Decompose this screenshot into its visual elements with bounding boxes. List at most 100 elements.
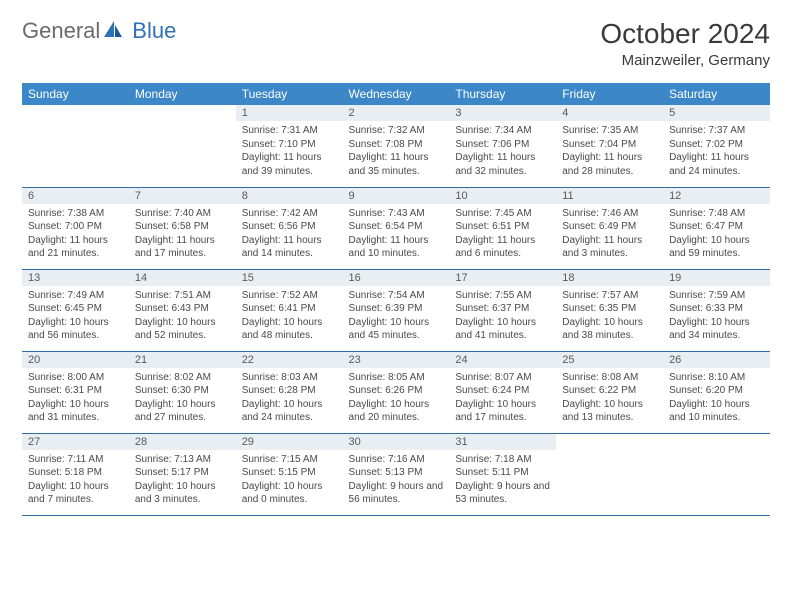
daylight-text: Daylight: 10 hours and 52 minutes. — [135, 316, 230, 343]
sunset-text: Sunset: 5:17 PM — [135, 466, 230, 480]
day-content: Sunrise: 7:31 AMSunset: 7:10 PMDaylight:… — [236, 121, 343, 182]
location: Mainzweiler, Germany — [600, 52, 770, 69]
day-content: Sunrise: 7:45 AMSunset: 6:51 PMDaylight:… — [449, 204, 556, 265]
sunrise-text: Sunrise: 7:51 AM — [135, 289, 230, 303]
daylight-text: Daylight: 10 hours and 31 minutes. — [28, 398, 123, 425]
daylight-text: Daylight: 10 hours and 59 minutes. — [669, 234, 764, 261]
day-content: Sunrise: 7:38 AMSunset: 7:00 PMDaylight:… — [22, 204, 129, 265]
daylight-text: Daylight: 11 hours and 10 minutes. — [349, 234, 444, 261]
calendar-day-cell: 29Sunrise: 7:15 AMSunset: 5:15 PMDayligh… — [236, 433, 343, 515]
calendar-day-cell: 6Sunrise: 7:38 AMSunset: 7:00 PMDaylight… — [22, 187, 129, 269]
daylight-text: Daylight: 10 hours and 20 minutes. — [349, 398, 444, 425]
calendar-day-cell: 20Sunrise: 8:00 AMSunset: 6:31 PMDayligh… — [22, 351, 129, 433]
day-number: 30 — [343, 434, 450, 450]
sunset-text: Sunset: 6:26 PM — [349, 384, 444, 398]
calendar-day-cell: 7Sunrise: 7:40 AMSunset: 6:58 PMDaylight… — [129, 187, 236, 269]
calendar-day-cell: 30Sunrise: 7:16 AMSunset: 5:13 PMDayligh… — [343, 433, 450, 515]
sunset-text: Sunset: 7:02 PM — [669, 138, 764, 152]
day-number: 17 — [449, 270, 556, 286]
day-content: Sunrise: 7:46 AMSunset: 6:49 PMDaylight:… — [556, 204, 663, 265]
sunset-text: Sunset: 6:35 PM — [562, 302, 657, 316]
sunset-text: Sunset: 6:45 PM — [28, 302, 123, 316]
day-number: 29 — [236, 434, 343, 450]
day-content: Sunrise: 8:07 AMSunset: 6:24 PMDaylight:… — [449, 368, 556, 429]
day-content: Sunrise: 7:43 AMSunset: 6:54 PMDaylight:… — [343, 204, 450, 265]
sunset-text: Sunset: 6:24 PM — [455, 384, 550, 398]
day-number: 20 — [22, 352, 129, 368]
daylight-text: Daylight: 10 hours and 34 minutes. — [669, 316, 764, 343]
weekday-header: Sunday — [22, 83, 129, 105]
logo: General Blue — [22, 18, 176, 44]
calendar-day-cell: 24Sunrise: 8:07 AMSunset: 6:24 PMDayligh… — [449, 351, 556, 433]
sunset-text: Sunset: 7:10 PM — [242, 138, 337, 152]
day-number: 10 — [449, 188, 556, 204]
daylight-text: Daylight: 9 hours and 53 minutes. — [455, 480, 550, 507]
calendar-table: SundayMondayTuesdayWednesdayThursdayFrid… — [22, 83, 770, 516]
sunrise-text: Sunrise: 7:48 AM — [669, 207, 764, 221]
calendar-day-cell: 31Sunrise: 7:18 AMSunset: 5:11 PMDayligh… — [449, 433, 556, 515]
sunrise-text: Sunrise: 7:54 AM — [349, 289, 444, 303]
day-content: Sunrise: 8:10 AMSunset: 6:20 PMDaylight:… — [663, 368, 770, 429]
logo-text-blue: Blue — [132, 18, 176, 44]
calendar-day-cell: 13Sunrise: 7:49 AMSunset: 6:45 PMDayligh… — [22, 269, 129, 351]
daylight-text: Daylight: 10 hours and 24 minutes. — [242, 398, 337, 425]
day-content: Sunrise: 7:13 AMSunset: 5:17 PMDaylight:… — [129, 450, 236, 511]
sunrise-text: Sunrise: 7:11 AM — [28, 453, 123, 467]
sunset-text: Sunset: 5:15 PM — [242, 466, 337, 480]
calendar-day-cell: 26Sunrise: 8:10 AMSunset: 6:20 PMDayligh… — [663, 351, 770, 433]
sunrise-text: Sunrise: 7:42 AM — [242, 207, 337, 221]
day-content: Sunrise: 7:49 AMSunset: 6:45 PMDaylight:… — [22, 286, 129, 347]
day-number: 19 — [663, 270, 770, 286]
daylight-text: Daylight: 10 hours and 45 minutes. — [349, 316, 444, 343]
sunset-text: Sunset: 6:30 PM — [135, 384, 230, 398]
day-content: Sunrise: 7:35 AMSunset: 7:04 PMDaylight:… — [556, 121, 663, 182]
sunrise-text: Sunrise: 8:03 AM — [242, 371, 337, 385]
day-content: Sunrise: 7:18 AMSunset: 5:11 PMDaylight:… — [449, 450, 556, 511]
daylight-text: Daylight: 10 hours and 27 minutes. — [135, 398, 230, 425]
sunset-text: Sunset: 6:49 PM — [562, 220, 657, 234]
logo-text-general: General — [22, 18, 100, 44]
sunset-text: Sunset: 6:56 PM — [242, 220, 337, 234]
day-content: Sunrise: 8:02 AMSunset: 6:30 PMDaylight:… — [129, 368, 236, 429]
sunrise-text: Sunrise: 7:45 AM — [455, 207, 550, 221]
calendar-day-cell: 12Sunrise: 7:48 AMSunset: 6:47 PMDayligh… — [663, 187, 770, 269]
calendar-day-cell — [129, 105, 236, 187]
calendar-day-cell: 8Sunrise: 7:42 AMSunset: 6:56 PMDaylight… — [236, 187, 343, 269]
sunset-text: Sunset: 7:04 PM — [562, 138, 657, 152]
day-number: 11 — [556, 188, 663, 204]
daylight-text: Daylight: 11 hours and 21 minutes. — [28, 234, 123, 261]
sunset-text: Sunset: 6:54 PM — [349, 220, 444, 234]
sunset-text: Sunset: 7:08 PM — [349, 138, 444, 152]
calendar-day-cell — [22, 105, 129, 187]
calendar-week-row: 1Sunrise: 7:31 AMSunset: 7:10 PMDaylight… — [22, 105, 770, 187]
sunrise-text: Sunrise: 7:15 AM — [242, 453, 337, 467]
calendar-day-cell: 18Sunrise: 7:57 AMSunset: 6:35 PMDayligh… — [556, 269, 663, 351]
calendar-day-cell: 11Sunrise: 7:46 AMSunset: 6:49 PMDayligh… — [556, 187, 663, 269]
day-number: 24 — [449, 352, 556, 368]
day-content: Sunrise: 7:54 AMSunset: 6:39 PMDaylight:… — [343, 286, 450, 347]
day-content: Sunrise: 7:16 AMSunset: 5:13 PMDaylight:… — [343, 450, 450, 511]
sunrise-text: Sunrise: 7:59 AM — [669, 289, 764, 303]
sunset-text: Sunset: 6:20 PM — [669, 384, 764, 398]
daylight-text: Daylight: 10 hours and 41 minutes. — [455, 316, 550, 343]
calendar-day-cell: 17Sunrise: 7:55 AMSunset: 6:37 PMDayligh… — [449, 269, 556, 351]
calendar-day-cell: 14Sunrise: 7:51 AMSunset: 6:43 PMDayligh… — [129, 269, 236, 351]
day-content: Sunrise: 7:42 AMSunset: 6:56 PMDaylight:… — [236, 204, 343, 265]
day-content: Sunrise: 7:55 AMSunset: 6:37 PMDaylight:… — [449, 286, 556, 347]
sunrise-text: Sunrise: 7:49 AM — [28, 289, 123, 303]
day-number: 13 — [22, 270, 129, 286]
weekday-header: Friday — [556, 83, 663, 105]
sunrise-text: Sunrise: 7:35 AM — [562, 124, 657, 138]
calendar-header-row: SundayMondayTuesdayWednesdayThursdayFrid… — [22, 83, 770, 105]
calendar-day-cell — [556, 433, 663, 515]
month-title: October 2024 — [600, 18, 770, 50]
daylight-text: Daylight: 11 hours and 3 minutes. — [562, 234, 657, 261]
calendar-day-cell: 22Sunrise: 8:03 AMSunset: 6:28 PMDayligh… — [236, 351, 343, 433]
daylight-text: Daylight: 11 hours and 39 minutes. — [242, 151, 337, 178]
day-number: 23 — [343, 352, 450, 368]
sunset-text: Sunset: 7:06 PM — [455, 138, 550, 152]
sunrise-text: Sunrise: 7:32 AM — [349, 124, 444, 138]
sunset-text: Sunset: 6:39 PM — [349, 302, 444, 316]
day-content: Sunrise: 7:51 AMSunset: 6:43 PMDaylight:… — [129, 286, 236, 347]
day-number: 31 — [449, 434, 556, 450]
